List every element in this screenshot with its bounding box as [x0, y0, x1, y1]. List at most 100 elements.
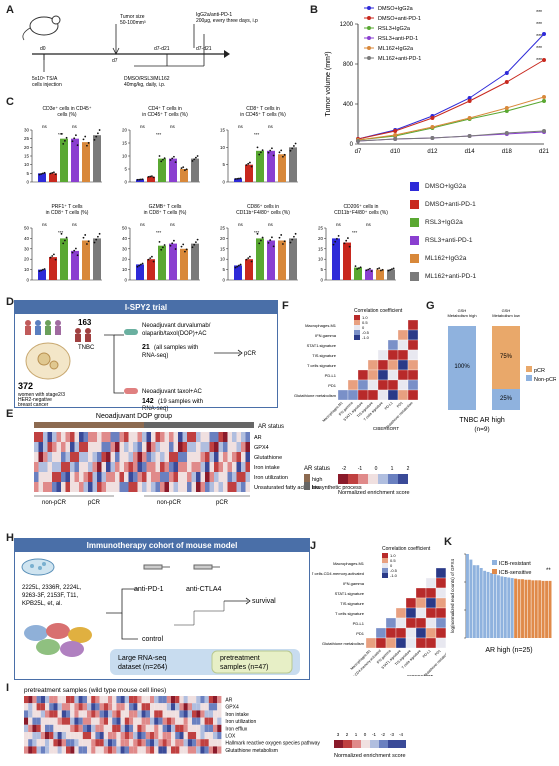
c-bar: [365, 269, 373, 280]
c-dot: [174, 248, 177, 250]
k-bar: [503, 576, 507, 638]
e-heat-cell: [178, 472, 183, 482]
d-arm1-txt2: RNA-seq): [142, 353, 168, 359]
corrF-cell: [407, 359, 419, 371]
i-heat-cell: [91, 739, 96, 747]
i-heat-cell: [141, 732, 146, 740]
c-dot: [86, 144, 88, 147]
c-dot: [294, 142, 297, 145]
c-bar: [147, 259, 155, 280]
e-heat-cell: [52, 472, 57, 482]
i-heat-cell: [213, 710, 218, 718]
i-heat-cell: [179, 703, 184, 711]
i-heat-cell: [53, 746, 58, 754]
i-heat-cell: [49, 739, 54, 747]
i-heat-cell: [49, 717, 54, 725]
c-dot: [293, 235, 295, 238]
i-heat-cell: [175, 739, 180, 747]
c-dot: [238, 177, 240, 180]
a-drug: DMSO/RSL3/ML162: [124, 76, 170, 82]
e-x-label: non-pCR: [42, 500, 67, 506]
e-heat-cell: [56, 452, 61, 462]
e-heat-cell: [241, 452, 246, 462]
e-row-label: Iron intake: [254, 465, 280, 471]
c-bar: [93, 135, 101, 182]
panel-h-box: Immunotherapy cohort of mouse model: [14, 538, 310, 680]
e-heat-cell: [97, 432, 102, 442]
e-heat-cell: [43, 442, 48, 452]
c-dot: [51, 172, 54, 174]
e-heat-cell: [160, 432, 165, 442]
c-y-tick-label: 20: [122, 257, 128, 262]
b-sig-label: ***: [536, 22, 542, 28]
c-dot: [65, 236, 68, 239]
c-bar: [180, 248, 188, 280]
e-heat-cell: [110, 472, 115, 482]
i-heat-cell: [175, 724, 180, 732]
e-heat-cell: [101, 482, 106, 492]
c-dot: [347, 237, 349, 239]
i-heat-cell: [200, 732, 205, 740]
i-heat-cell: [36, 739, 41, 747]
c-dot: [163, 244, 166, 246]
i-heat-cell: [213, 746, 218, 754]
b-legend-marker: [367, 16, 371, 20]
i-heat-cell: [40, 746, 45, 754]
k-bar: [517, 579, 521, 638]
i-heat-cell: [116, 732, 121, 740]
i-scale-tick: 1: [355, 732, 358, 737]
e-heat-cell: [38, 442, 43, 452]
c-dot: [196, 155, 199, 157]
c-y-tick-label: 0: [124, 278, 127, 283]
g-bar-label: 75%: [500, 354, 513, 360]
c-y-tick-label: 15: [122, 141, 128, 146]
i-row-label: Hallmark reactive oxygen species pathway: [225, 741, 320, 747]
i-heat-cell: [108, 696, 113, 704]
i-heat-cell: [49, 732, 54, 740]
i-heat-cell: [179, 739, 184, 747]
i-heat-cell: [217, 732, 222, 740]
e-heat-cell: [70, 432, 75, 442]
e-heat-cell: [74, 442, 79, 452]
i-heat-cell: [40, 732, 45, 740]
c-dot: [239, 177, 242, 180]
legend-item: RSL3+anti-PD-1: [410, 236, 473, 245]
c-bar: [49, 173, 57, 182]
c-dot: [182, 243, 185, 246]
i-heat-cell: [129, 703, 134, 711]
corrJ-cell: [405, 637, 417, 649]
e-heat-cell: [74, 432, 79, 442]
c-dot: [280, 149, 283, 152]
e-heat-cell: [119, 472, 124, 482]
e-heat-cell: [70, 482, 75, 492]
i-heat-cell: [36, 746, 41, 754]
e-heat-cell: [173, 482, 178, 492]
i-heat-cell: [116, 717, 121, 725]
i-heat-cell: [213, 739, 218, 747]
panel-a-timeline: d0 d7 d7-d21 d7-d21 Tumor size 50-100mm³…: [22, 12, 258, 88]
c-dot: [291, 147, 294, 150]
i-heat-cell: [66, 717, 71, 725]
e-heat-cell: [169, 452, 174, 462]
i-heat-cell: [116, 710, 121, 718]
a-d7-d21b: d7-d21: [196, 46, 212, 52]
i-heat-cell: [53, 732, 58, 740]
c-dot: [269, 149, 272, 152]
b-data-point: [542, 95, 546, 99]
i-row-label: Iron utilization: [225, 719, 256, 725]
corrF-row-label: TIS.signature: [312, 353, 337, 358]
c-bar: [256, 238, 264, 280]
i-heat-cell: [141, 739, 146, 747]
i-heat-cell: [217, 746, 222, 754]
c-dot: [140, 178, 142, 181]
c-dot: [49, 256, 52, 259]
i-heat-cell: [166, 724, 171, 732]
c-bar: [278, 154, 286, 182]
i-heat-cell: [166, 732, 171, 740]
i-heat-cell: [49, 746, 54, 754]
c-y-tick-label: 5: [124, 167, 127, 172]
e-heat-cell: [52, 442, 57, 452]
b-data-point: [467, 116, 472, 120]
e-row-label: Iron utilization: [254, 475, 288, 481]
i-heat-cell: [196, 724, 201, 732]
